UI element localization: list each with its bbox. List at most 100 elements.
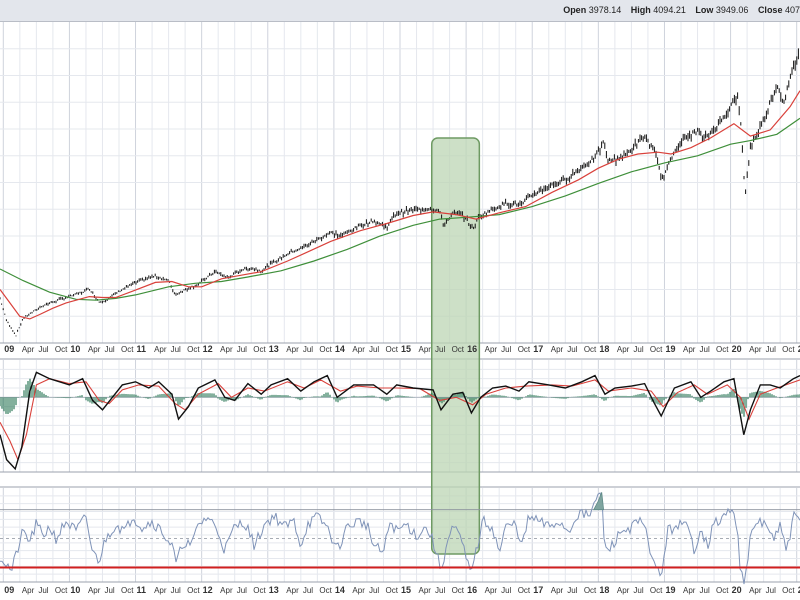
x-tick-label: 19 <box>665 344 675 354</box>
x-tick-label: Oct <box>584 586 597 595</box>
x-tick-label: Jul <box>303 345 313 354</box>
x-tick-label: 2 <box>798 585 800 595</box>
x-tick-label: Apr <box>485 586 498 595</box>
x-tick-label: Jul <box>38 345 48 354</box>
x-tick-label: Jul <box>567 586 577 595</box>
x-tick-label: 14 <box>335 585 345 595</box>
x-tick-label: Oct <box>55 586 68 595</box>
axis-layer: 09 Apr Jul Oct 10 Apr Jul Oct 11 Apr Jul Oct 12 Apr Ju… <box>4 344 800 595</box>
x-tick-label: Oct <box>253 586 266 595</box>
x-tick-label: Apr <box>419 586 432 595</box>
rsi-line <box>0 492 800 585</box>
x-tick-label: 11 <box>137 344 147 354</box>
x-tick-label: Jul <box>501 345 511 354</box>
x-tick-label: Apr <box>22 345 35 354</box>
x-tick-label: 15 <box>401 344 411 354</box>
x-tick-label: 20 <box>732 344 742 354</box>
x-tick-label: Jul <box>700 586 710 595</box>
high-label: High <box>630 5 651 15</box>
x-tick-label: Apr <box>220 586 233 595</box>
highlight-layer <box>430 137 481 555</box>
x-tick-label: Oct <box>716 586 729 595</box>
x-tick-label: 09 <box>4 585 14 595</box>
x-tick-label: Jul <box>171 345 181 354</box>
x-tick-label: Jul <box>501 586 511 595</box>
x-tick-label: Oct <box>121 586 134 595</box>
x-tick-label: Oct <box>518 345 531 354</box>
x-tick-label: Oct <box>55 345 68 354</box>
x-tick-label: 20 <box>732 585 742 595</box>
x-tick-label: Oct <box>253 345 266 354</box>
x-tick-label: 2 <box>798 344 800 354</box>
x-tick-label: Jul <box>435 345 445 354</box>
x-tick-label: Apr <box>352 586 365 595</box>
macd-panel <box>0 371 800 471</box>
x-tick-label: 11 <box>137 585 147 595</box>
x-tick-label: Oct <box>452 345 465 354</box>
x-tick-label: Oct <box>518 586 531 595</box>
x-tick-label: 16 <box>467 585 477 595</box>
x-tick-label: 09 <box>4 344 14 354</box>
x-tick-label: Oct <box>716 345 729 354</box>
ohlc-readout: Open 3978.14 High 4094.21 Low 3949.06 Cl… <box>563 5 800 15</box>
x-tick-label: Apr <box>617 345 630 354</box>
macd-line <box>0 371 800 471</box>
x-tick-label: 15 <box>401 585 411 595</box>
x-tick-label: Oct <box>452 586 465 595</box>
ohlc-header-bar: Open 3978.14 High 4094.21 Low 3949.06 Cl… <box>0 0 800 22</box>
x-tick-label: Apr <box>88 586 101 595</box>
rsi-panel <box>0 492 800 585</box>
macd-signal-line <box>0 378 800 462</box>
x-tick-label: Oct <box>385 586 398 595</box>
x-tick-label: 13 <box>269 344 279 354</box>
x-tick-label: Jul <box>369 586 379 595</box>
rsi-overbought-fill <box>593 492 605 511</box>
x-tick-label: Jul <box>369 345 379 354</box>
x-tick-label: Apr <box>683 345 696 354</box>
x-tick-label: Jul <box>633 586 643 595</box>
x-tick-label: Jul <box>633 345 643 354</box>
x-tick-label: Apr <box>286 586 299 595</box>
x-tick-label: Apr <box>749 586 762 595</box>
x-tick-label: Apr <box>749 345 762 354</box>
x-tick-label: Apr <box>352 345 365 354</box>
x-tick-label: Oct <box>121 345 134 354</box>
x-tick-label: Oct <box>319 586 332 595</box>
x-tick-label: Apr <box>485 345 498 354</box>
x-tick-label: Jul <box>171 586 181 595</box>
x-tick-label: Jul <box>766 345 776 354</box>
x-tick-label: Apr <box>154 345 167 354</box>
low-value: 3949.06 <box>715 5 749 15</box>
high-value: 4094.21 <box>653 5 686 15</box>
x-tick-label: 14 <box>335 344 345 354</box>
close-label: Close <box>757 5 783 15</box>
ma-200-line <box>0 117 800 301</box>
low-label: Low <box>695 5 714 15</box>
x-tick-label: Apr <box>683 586 696 595</box>
x-tick-label: 10 <box>70 344 80 354</box>
x-tick-label: 17 <box>533 344 543 354</box>
x-tick-label: Jul <box>38 586 48 595</box>
x-tick-label: Jul <box>567 345 577 354</box>
x-tick-label: 12 <box>203 344 213 354</box>
x-tick-label: Oct <box>584 345 597 354</box>
x-tick-label: 17 <box>533 585 543 595</box>
x-tick-label: Apr <box>286 345 299 354</box>
x-tick-label: Oct <box>187 345 200 354</box>
x-tick-label: 18 <box>599 585 609 595</box>
grid-layer <box>0 22 800 583</box>
x-tick-label: 18 <box>599 344 609 354</box>
x-tick-label: Jul <box>435 586 445 595</box>
x-tick-label: Apr <box>154 586 167 595</box>
x-tick-label: Oct <box>782 345 795 354</box>
x-tick-label: Apr <box>220 345 233 354</box>
x-tick-label: Oct <box>187 586 200 595</box>
price-panel <box>0 48 800 337</box>
x-tick-label: Apr <box>551 586 564 595</box>
x-tick-label: Apr <box>419 345 432 354</box>
price-bars-series <box>0 48 799 337</box>
x-tick-label: Apr <box>551 345 564 354</box>
highlight-region <box>430 137 481 555</box>
x-tick-label: 13 <box>269 585 279 595</box>
